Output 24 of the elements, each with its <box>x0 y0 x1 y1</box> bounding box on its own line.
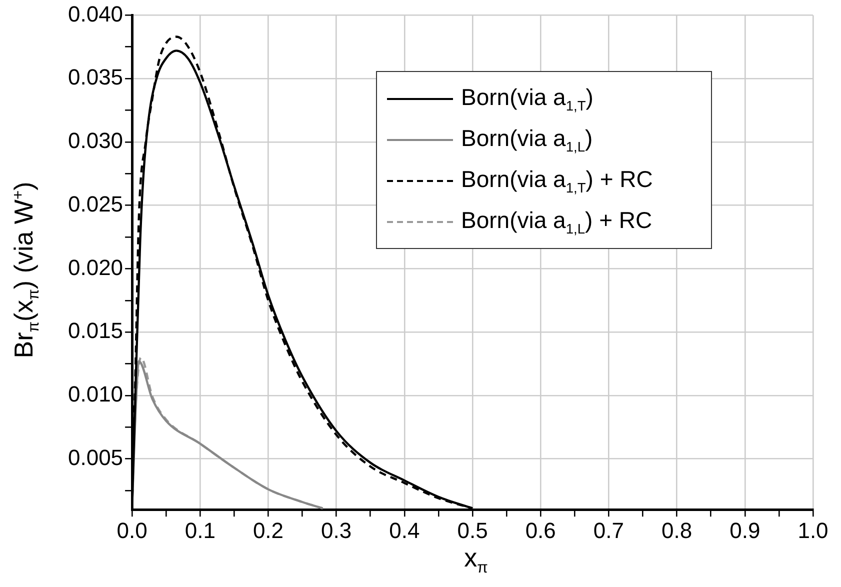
y-tick-label: 0.015 <box>68 318 124 344</box>
y-tick-label: 0.035 <box>68 64 124 90</box>
x-tick-label: 0.2 <box>252 518 284 543</box>
y-tick-label: 0.020 <box>68 254 124 280</box>
x-tick-label: 0.4 <box>389 518 420 543</box>
legend-label: Born(via a$_{1,L}$) + RC <box>461 206 652 236</box>
x-tick-label: 0.6 <box>525 518 556 543</box>
x-tick-label: 1.0 <box>798 518 828 543</box>
legend-label: Born(via a$_{1,T}$) + RC <box>461 166 653 196</box>
legend-label: Born(via a$_{1,T}$) <box>461 84 594 114</box>
x-tick-label: 0.5 <box>457 518 488 543</box>
y-tick-label: 0.030 <box>68 128 124 154</box>
x-tick-label: 0.3 <box>321 518 352 543</box>
y-tick-label: 0.010 <box>68 382 124 407</box>
x-tick-label: 0.1 <box>184 518 216 543</box>
y-tick-label: 0.005 <box>68 444 124 470</box>
x-tick-label: 0.7 <box>593 518 624 543</box>
y-tick-label: 0.040 <box>68 1 124 26</box>
y-tick-label: 0.025 <box>68 191 124 216</box>
legend-label: Born(via a$_{1,L}$) <box>461 124 593 154</box>
x-tick-label: 0.8 <box>662 518 692 543</box>
x-tick-label: 0.9 <box>730 518 760 543</box>
x-axis-title: x$_{π}$ <box>464 542 488 578</box>
x-tick-label: 0.0 <box>116 518 148 543</box>
